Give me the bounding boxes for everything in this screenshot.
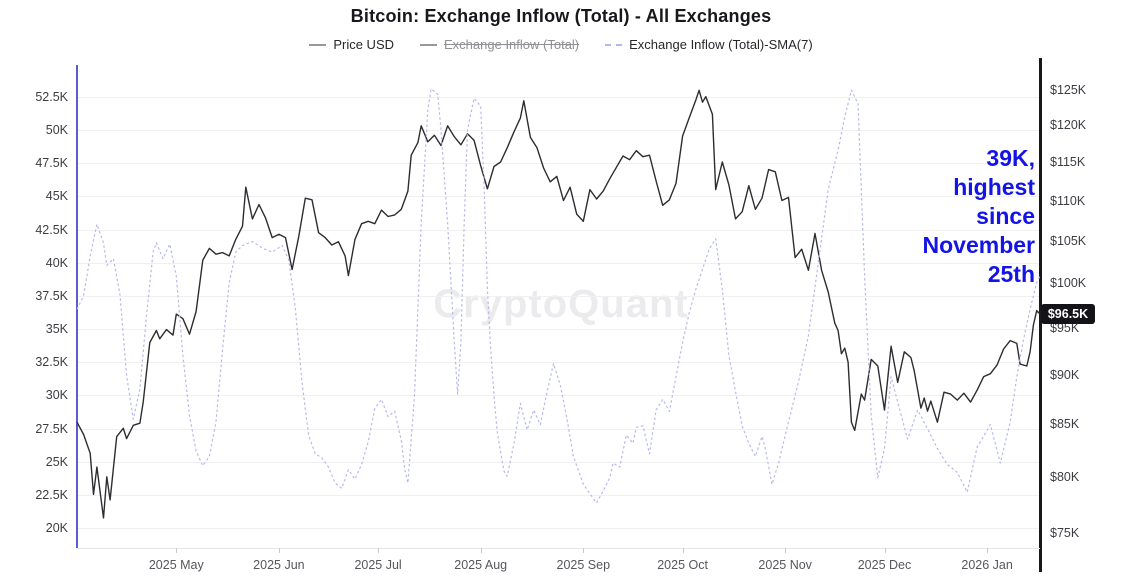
legend-label: Exchange Inflow (Total) (444, 37, 580, 52)
gridline (78, 96, 1039, 98)
right-axis-tick-label: $80K (1050, 469, 1080, 484)
gridline (78, 163, 1039, 165)
line-marker-icon (309, 43, 327, 46)
left-axis-tick-label: 22.5K (35, 487, 68, 502)
legend-label: Exchange Inflow (Total)-SMA(7) (629, 37, 813, 52)
gridline (78, 329, 1039, 331)
x-axis-tick-mark (278, 548, 280, 553)
left-axis-tick-label: 42.5K (35, 222, 68, 237)
right-axis-tick-label: $95K (1050, 320, 1080, 335)
left-axis-tick-label: 52.5K (35, 89, 68, 104)
gridline (78, 494, 1039, 496)
left-axis-line (76, 65, 78, 548)
left-axis-tick-label: 47.5K (35, 156, 68, 171)
x-axis-tick-label: 2025 Oct (657, 558, 708, 572)
x-axis-tick-label: 2025 Dec (857, 558, 912, 572)
x-axis-tick-label: 2025 Jul (354, 558, 402, 572)
series-line-price-usd (76, 89, 1041, 519)
x-axis-tick-mark (378, 548, 380, 553)
left-axis-tick-label: 35K (45, 322, 68, 337)
right-axis-tick-label: $120K (1050, 118, 1087, 133)
left-axis-tick-label: 45K (45, 189, 68, 204)
left-axis-tick-label: 32.5K (35, 355, 68, 370)
right-axis-tick-label: $115K (1050, 155, 1086, 169)
dashed-line-marker-icon (605, 43, 623, 46)
x-axis-tick-mark (682, 548, 684, 553)
right-axis-line (1039, 58, 1042, 572)
legend-label: Price USD (333, 37, 395, 52)
x-axis-tick-label: 2025 Nov (758, 558, 812, 572)
left-axis-tick-label: 30K (45, 388, 68, 403)
chart-title: Bitcoin: Exchange Inflow (Total) - All E… (350, 6, 772, 26)
x-axis-tick-mark (480, 548, 482, 553)
annotation-line: 25th (987, 261, 1035, 287)
left-axis-tick-label: 40K (45, 255, 68, 270)
annotation-line: November (922, 232, 1035, 258)
series-line-exchange-inflow-total-sma-7- (76, 88, 1041, 504)
right-axis-tick-label: $105K (1050, 233, 1087, 248)
annotation-line: since (976, 203, 1035, 229)
left-axis-tick-label: 25K (45, 454, 68, 469)
legend-item-exchange-inflow-total[interactable]: Exchange Inflow (Total) (420, 37, 579, 52)
gridline (78, 262, 1039, 264)
x-axis-tick-mark (987, 548, 989, 553)
left-axis-tick-label: 37.5K (35, 288, 68, 303)
right-axis-tick-label: $90K (1050, 367, 1080, 382)
x-axis-tick-label: 2025 Jun (253, 558, 305, 572)
chart-legend: Price USD Exchange Inflow (Total) Exchan… (0, 37, 1122, 52)
left-axis-tick-label: 50K (45, 123, 68, 137)
legend-item-exchange-inflow-sma7[interactable]: Exchange Inflow (Total)-SMA(7) (605, 37, 813, 52)
annotation-line: highest (953, 174, 1035, 200)
right-axis-tick-label: $85K (1050, 417, 1080, 432)
right-axis-tick-label: $125K (1050, 82, 1087, 97)
line-marker-icon (420, 43, 438, 46)
x-axis-tick-label: 2025 Sep (556, 558, 611, 572)
gridline (78, 461, 1039, 463)
annotation-39k-highest-since-november-25th: 39K, highest since November 25th (815, 144, 1035, 289)
annotation-line: 39K, (986, 145, 1035, 171)
gridline (78, 528, 1039, 530)
x-axis-tick-label: 2025 Aug (454, 558, 508, 572)
right-axis-tick-label: $110K (1050, 193, 1086, 208)
gridline (78, 229, 1039, 231)
last-price-badge: $96.5K (1041, 304, 1095, 325)
x-axis-tick-mark (884, 548, 886, 553)
left-axis-tick-label: 27.5K (35, 421, 68, 436)
x-axis-tick-mark (176, 548, 178, 553)
left-axis-tick-label: 20K (45, 521, 68, 536)
gridline (78, 428, 1039, 430)
x-axis-tick-mark (785, 548, 787, 553)
gridline (78, 196, 1039, 198)
gridline (78, 130, 1039, 131)
legend-item-price-usd[interactable]: Price USD (309, 37, 394, 52)
gridline (78, 395, 1039, 397)
x-axis-line (77, 548, 1040, 549)
right-axis-tick-label: $75K (1050, 525, 1080, 540)
gridline (78, 295, 1039, 297)
right-axis-tick-label: $100K (1050, 276, 1087, 291)
gridline (78, 362, 1039, 364)
x-axis-tick-label: 2025 May (148, 558, 204, 572)
x-axis-tick-label: 2026 Jan (961, 558, 1013, 572)
x-axis-tick-mark (583, 548, 585, 553)
